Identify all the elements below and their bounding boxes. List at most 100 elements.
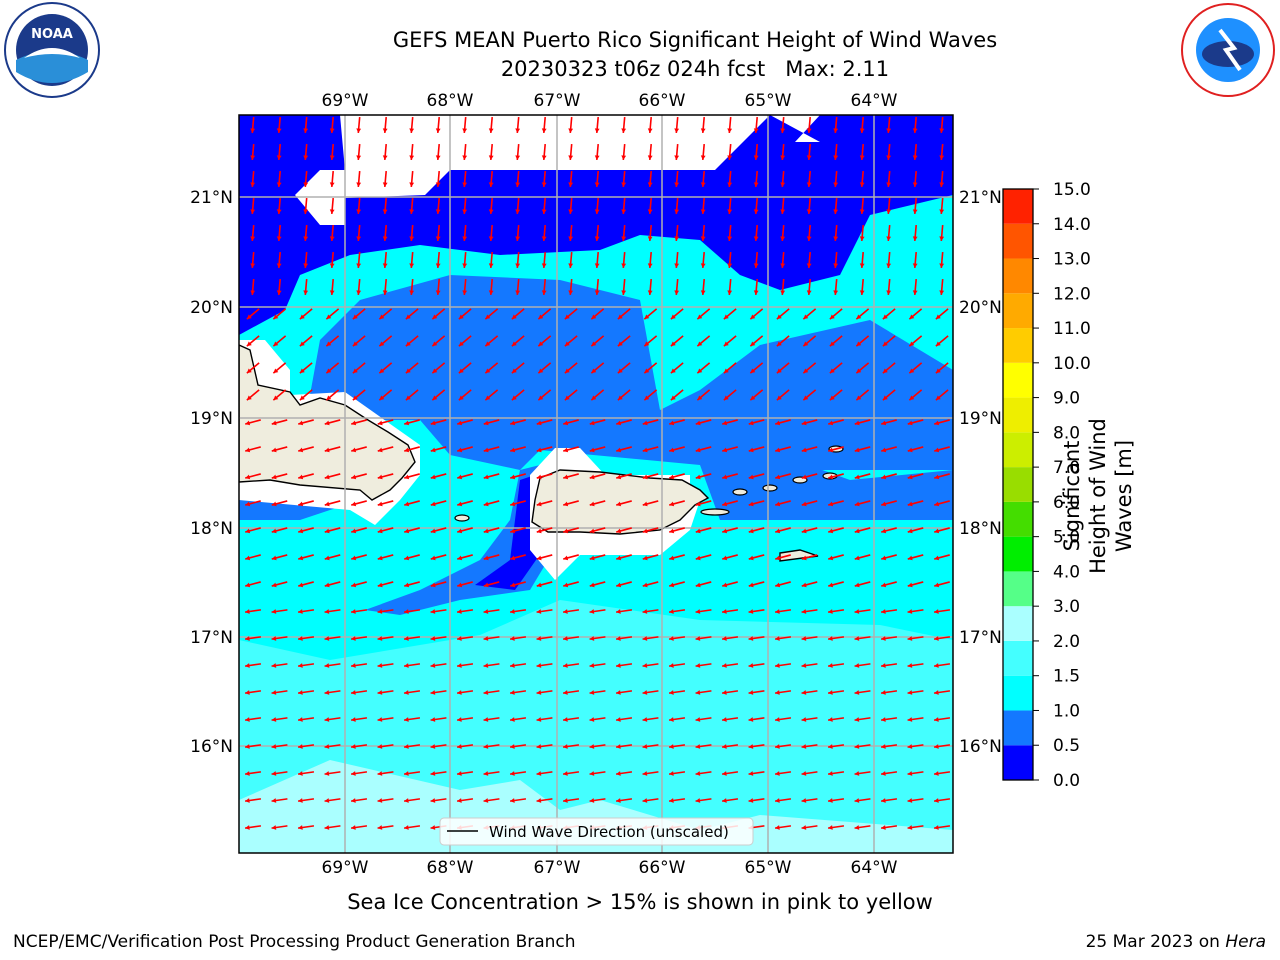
wind-wave-arrowhead <box>723 395 729 401</box>
wind-wave-arrowhead <box>828 825 833 830</box>
wind-wave-arrowhead <box>298 798 303 803</box>
wind-wave-arrowhead <box>324 636 330 641</box>
wind-wave-arrowhead <box>405 341 411 347</box>
wind-wave-arrowhead <box>589 501 595 507</box>
wind-wave-arrowhead <box>430 636 436 641</box>
wind-wave-arrowhead <box>882 368 888 374</box>
wind-wave-arrowhead <box>250 209 256 214</box>
colorbar-swatch <box>1003 397 1033 433</box>
wind-wave-arrowhead <box>775 663 780 668</box>
wind-wave-arrowhead <box>886 290 892 295</box>
wind-wave-arrowhead <box>563 636 568 641</box>
wind-wave-arrowhead <box>377 420 383 426</box>
wind-wave-arrowhead <box>695 528 701 534</box>
wind-wave-arrowhead <box>854 555 860 561</box>
wind-wave-arrowhead <box>780 263 786 268</box>
wind-wave-arrowhead <box>510 447 516 453</box>
wind-wave-arrowhead <box>854 690 860 695</box>
wind-wave-arrowhead <box>510 420 516 426</box>
wind-wave-arrowhead <box>324 420 330 426</box>
wind-wave-arrowhead <box>748 555 754 561</box>
wind-wave-arrowhead <box>405 314 411 320</box>
wind-wave-arrowhead <box>589 690 595 695</box>
wind-wave-arrowhead <box>515 155 521 160</box>
wind-wave-arrowhead <box>351 528 357 534</box>
wind-wave-arrowhead <box>616 717 621 722</box>
wind-wave-arrowhead <box>589 447 595 453</box>
wind-wave-arrowhead <box>647 209 653 214</box>
wind-wave-arrowhead <box>351 717 356 722</box>
wind-wave-arrowhead <box>939 263 945 268</box>
wind-wave-arrowhead <box>722 447 728 453</box>
wind-wave-arrowhead <box>722 555 728 561</box>
wind-wave-arrowhead <box>510 528 516 534</box>
lat-label-right: 16°N <box>959 737 1002 757</box>
wind-wave-arrowhead <box>351 420 357 426</box>
wind-wave-arrowhead <box>298 771 303 776</box>
wind-wave-arrowhead <box>695 609 701 614</box>
wind-wave-arrowhead <box>276 263 282 268</box>
wind-wave-arrowhead <box>483 771 489 776</box>
wind-wave-arrowhead <box>435 209 441 214</box>
colorbar-tick-label: 2.0 <box>1053 632 1080 652</box>
wind-wave-arrowhead <box>510 663 515 668</box>
wind-wave-arrowhead <box>377 771 383 776</box>
lat-label-left: 18°N <box>190 519 233 539</box>
wind-wave-arrowhead <box>642 474 648 480</box>
wind-wave-arrowhead <box>828 474 834 480</box>
wind-wave-arrowhead <box>644 341 650 347</box>
wind-wave-arrowhead <box>750 341 756 347</box>
wind-wave-arrowhead <box>303 155 309 160</box>
wind-wave-arrowhead <box>589 771 595 776</box>
wind-wave-arrowhead <box>271 636 277 641</box>
wind-wave-arrowhead <box>907 582 913 588</box>
wind-wave-arrowhead <box>404 663 409 668</box>
wind-wave-arrowhead <box>409 263 415 268</box>
wind-wave-arrowhead <box>935 314 941 320</box>
wind-wave-arrowhead <box>695 744 701 749</box>
wind-wave-arrowhead <box>912 236 918 241</box>
wind-wave-arrowhead <box>409 155 415 160</box>
wind-wave-arrowhead <box>589 717 595 722</box>
wind-wave-arrowhead <box>326 341 332 347</box>
wind-wave-arrowhead <box>695 771 701 776</box>
wind-wave-arrowhead <box>695 690 701 695</box>
wind-wave-arrowhead <box>458 368 464 374</box>
wind-wave-arrowhead <box>298 447 304 453</box>
colorbar-tick-label: 9.0 <box>1053 389 1080 409</box>
wind-wave-arrowhead <box>695 555 701 561</box>
wind-wave-arrowhead <box>753 263 759 268</box>
wind-wave-arrowhead <box>700 263 706 268</box>
wind-wave-arrowhead <box>912 155 918 160</box>
wind-wave-arrowhead <box>801 744 807 749</box>
wind-wave-arrowhead <box>298 663 303 668</box>
wind-wave-arrowhead <box>828 771 833 776</box>
wind-wave-arrowhead <box>541 209 547 214</box>
wind-wave-arrowhead <box>538 368 544 374</box>
wind-wave-arrowhead <box>722 744 727 749</box>
wind-wave-arrowhead <box>326 314 332 320</box>
wind-wave-arrowhead <box>271 609 277 614</box>
wind-wave-arrowhead <box>801 555 807 561</box>
wind-wave-arrowhead <box>881 690 886 695</box>
wind-wave-arrowhead <box>299 341 305 347</box>
map-frame <box>238 114 954 854</box>
wind-wave-arrowhead <box>430 798 436 803</box>
wind-wave-arrowhead <box>483 582 489 588</box>
wind-wave-arrowhead <box>727 182 733 187</box>
lon-label-bottom: 68°W <box>427 858 474 878</box>
wind-wave-arrowhead <box>432 368 438 374</box>
wind-wave-arrowhead <box>515 182 521 187</box>
wind-wave-arrowhead <box>621 290 627 295</box>
wind-wave-arrowhead <box>674 182 680 187</box>
wind-wave-arrowhead <box>775 771 780 776</box>
wind-wave-arrowhead <box>356 290 362 295</box>
wind-wave-arrowhead <box>462 263 468 268</box>
wind-wave-arrowhead <box>511 341 517 347</box>
lat-label-left: 17°N <box>190 628 233 648</box>
wind-wave-arrowhead <box>775 798 780 803</box>
wind-wave-arrowhead <box>564 395 570 401</box>
wind-wave-arrowhead <box>329 182 335 187</box>
wind-wave-arrowhead <box>907 663 913 668</box>
wind-wave-arrowhead <box>854 420 860 426</box>
